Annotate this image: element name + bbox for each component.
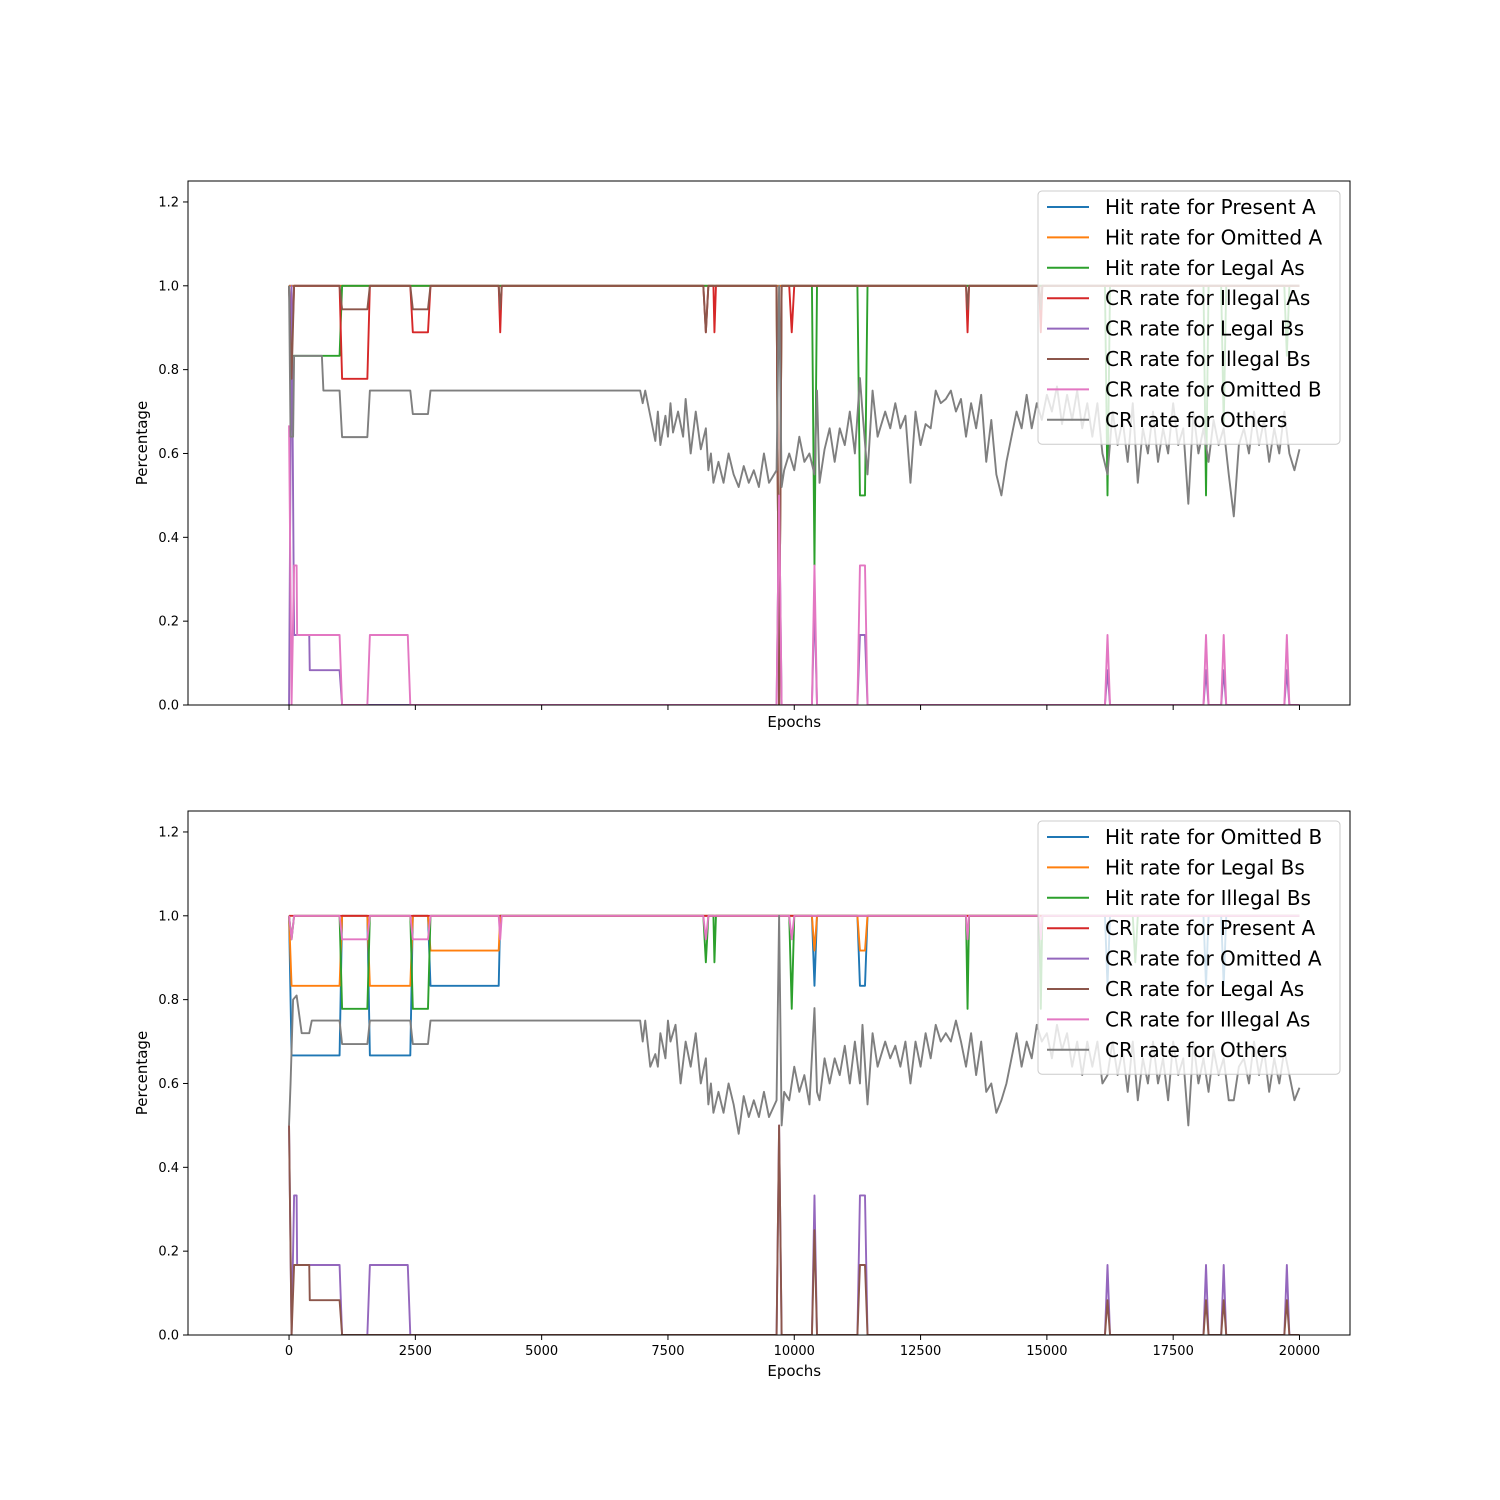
- y-tick-label: 1.0: [158, 279, 179, 294]
- series-line-4: [288, 1124, 1300, 1335]
- y-tick-label: 0.4: [158, 1161, 179, 1176]
- legend-label: Hit rate for Omitted B: [1105, 825, 1322, 849]
- top-chart: 0.0 0.2 0.4 0.6 0.8 1.0 1.2 Epochs Percentage Hit…: [133, 180, 1351, 731]
- series-line-5: [288, 1124, 1300, 1335]
- series-line-4: [288, 284, 1300, 705]
- legend-label: CR rate for Present A: [1105, 916, 1315, 940]
- axes-frame: [187, 180, 1351, 706]
- y-tick-label: 0.4: [158, 531, 179, 546]
- legend: Hit rate for Omitted B Hit rate for Legal…: [1037, 820, 1341, 1075]
- legend-label: Hit rate for Illegal Bs: [1105, 886, 1311, 910]
- legend-label: Hit rate for Present A: [1105, 195, 1316, 219]
- legend-label: CR rate for Others: [1105, 1038, 1287, 1062]
- legend: Hit rate for Present A Hit rate for Omitt…: [1037, 190, 1341, 445]
- x-tick-label: 7500: [651, 1344, 684, 1359]
- y-tick-label: 0.6: [158, 1077, 179, 1092]
- x-tick-label: 0: [285, 1344, 293, 1359]
- x-tick-label: 15000: [1026, 1344, 1067, 1359]
- legend-label: CR rate for Legal Bs: [1105, 317, 1304, 341]
- series-lines: [288, 284, 1301, 705]
- legend-box: [1037, 820, 1341, 1075]
- legend-label: CR rate for Omitted A: [1105, 947, 1322, 971]
- y-tick-label: 0.6: [158, 447, 179, 462]
- y-tick-label: 0.8: [158, 363, 179, 378]
- bottom-chart: 0 2500 5000 7500 10000 12500 15000 17500 20000 0.…: [133, 810, 1351, 1380]
- x-tick-label: 20000: [1279, 1344, 1320, 1359]
- y-tick-label: 1.2: [158, 195, 179, 210]
- x-axis-label: Epochs: [767, 713, 821, 731]
- legend-box: [1037, 190, 1341, 445]
- y-tick-label: 0.0: [158, 1329, 179, 1344]
- x-tick-label: 10000: [774, 1344, 815, 1359]
- legend-label: CR rate for Illegal Bs: [1105, 347, 1310, 371]
- y-tick-label: 1.0: [158, 909, 179, 924]
- legend-label: CR rate for Others: [1105, 408, 1287, 432]
- legend-label: Hit rate for Legal Bs: [1105, 855, 1305, 879]
- x-tick-label: 17500: [1152, 1344, 1193, 1359]
- series-line-6: [288, 914, 1300, 941]
- legend-label: CR rate for Legal As: [1105, 977, 1304, 1001]
- legend-label: Hit rate for Omitted A: [1105, 225, 1322, 249]
- x-tick-label: 12500: [900, 1344, 941, 1359]
- y-tick-label: 0.0: [158, 699, 179, 714]
- y-axis-label: Percentage: [133, 1031, 151, 1115]
- y-tick-label: 1.2: [158, 825, 179, 840]
- x-axis-label: Epochs: [767, 1362, 821, 1380]
- legend-label: CR rate for Omitted B: [1105, 377, 1322, 401]
- x-tick-label: 2500: [399, 1344, 432, 1359]
- series-line-6: [288, 425, 1300, 705]
- y-axis-label: Percentage: [133, 401, 151, 485]
- legend-label: Hit rate for Legal As: [1105, 256, 1305, 280]
- y-tick-label: 0.2: [158, 1245, 179, 1260]
- axes-frame: [187, 810, 1351, 1336]
- legend-label: CR rate for Illegal As: [1105, 1007, 1310, 1031]
- series-line-5: [288, 284, 1300, 705]
- y-tick-label: 0.2: [158, 615, 179, 630]
- legend-label: CR rate for Illegal As: [1105, 286, 1310, 310]
- x-tick-label: 5000: [525, 1344, 558, 1359]
- y-tick-label: 0.8: [158, 993, 179, 1008]
